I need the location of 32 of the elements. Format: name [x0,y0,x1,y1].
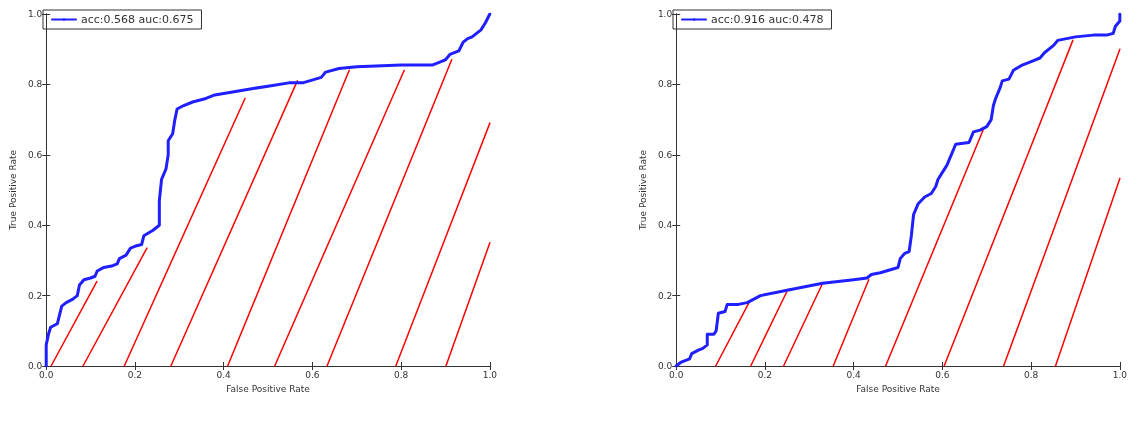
y-tick-label: 0.6 [657,149,673,160]
y-tick-label: 0.4 [657,220,673,231]
y-tick-label: 0.2 [657,290,673,301]
x-tick-label: 0.0 [39,369,54,380]
y-tick-label: 0.4 [27,220,43,231]
x-tick-label: 0.2 [757,369,773,380]
y-tick-label: 0.8 [27,79,43,90]
line-series [44,12,492,368]
x-tick-label: 0.6 [305,369,320,380]
y-axis-title: True Positive Rate [7,149,18,232]
legend-label: acc:0.916 auc:0.478 [711,13,824,26]
y-tick-label: 0.0 [657,361,673,371]
x-tick-label: 0.4 [846,369,862,380]
x-axis-title: False Positive Rate [856,383,941,394]
x-axis-title: False Positive Rate [226,383,311,394]
y-axis-title: True Positive Rate [637,149,648,232]
x-tick-label: 1.0 [1112,369,1128,380]
x-tick-label: 0.4 [216,369,232,380]
y-tick-label: 1.0 [27,9,43,19]
line-series [674,12,1122,368]
y-tick-label: 0.6 [27,149,43,160]
x-tick-label: 0.2 [127,369,143,380]
x-tick-label: 1.0 [482,369,498,380]
y-tick-label: 0.8 [657,79,673,90]
x-tick-label: 0.0 [669,369,684,380]
x-tick-label: 0.8 [1023,369,1039,380]
x-tick-label: 0.8 [393,369,409,380]
legend-label: acc:0.568 auc:0.675 [81,13,194,26]
y-tick-label: 1.0 [657,9,673,19]
x-tick-label: 0.6 [935,369,950,380]
y-tick-label: 0.0 [27,361,43,371]
y-tick-label: 0.2 [27,290,43,301]
